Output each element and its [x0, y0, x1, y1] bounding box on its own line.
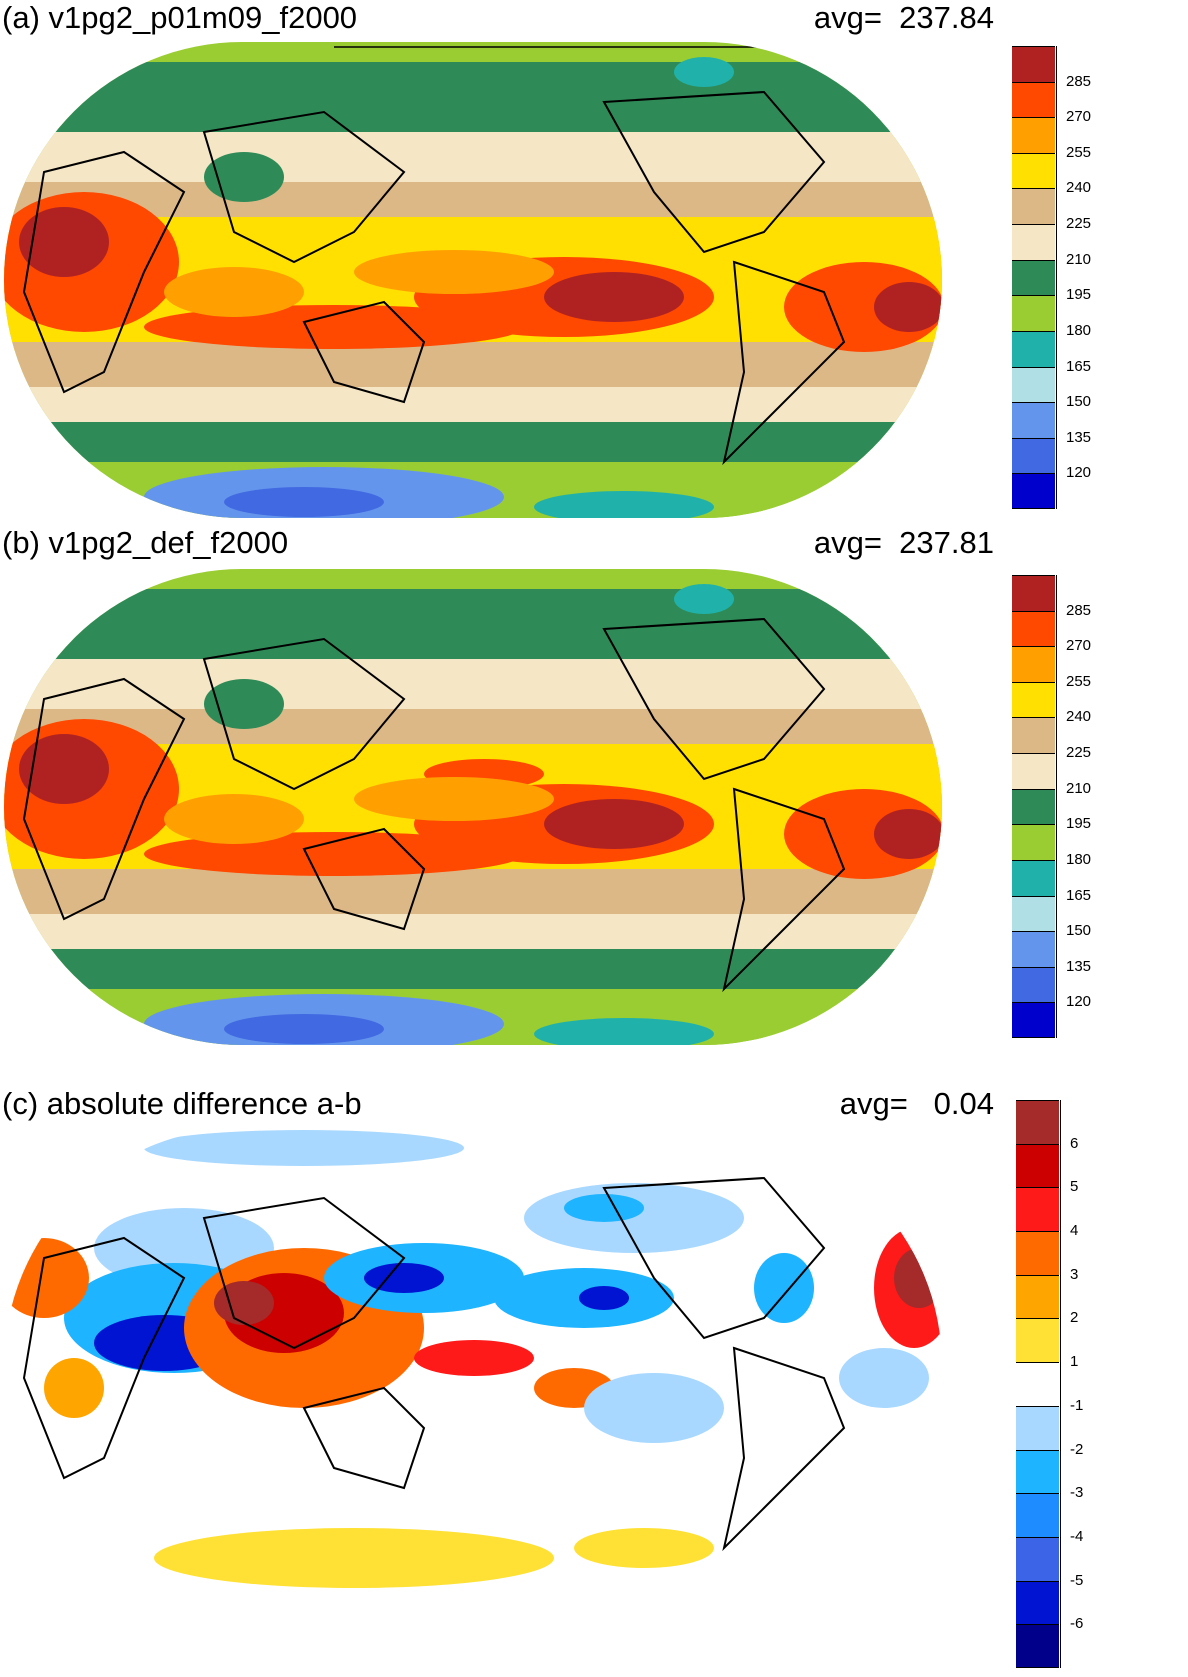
panel-c-map: [4, 1128, 942, 1604]
colorbar-swatch: [1012, 473, 1055, 509]
colorbar-tick-label: 150: [1066, 922, 1092, 940]
colorbar-swatch: [1012, 117, 1055, 154]
colorbar-swatch: [1016, 1187, 1059, 1232]
colorbar-tick-label: 225: [1066, 744, 1092, 762]
colorbar-swatch: [1012, 931, 1055, 968]
colorbar-swatch: [1016, 1493, 1059, 1538]
panel-a-avg-value: 237.84: [899, 0, 994, 35]
colorbar-swatch: [1016, 1231, 1059, 1276]
colorbar-swatch: [1012, 1002, 1055, 1038]
colorbar-tick-label: 6: [1070, 1134, 1079, 1152]
colorbar-tick-label: -6: [1070, 1615, 1084, 1633]
colorbar-tick-label: -3: [1070, 1484, 1084, 1502]
colorbar-swatch: [1012, 259, 1055, 296]
panel-b-map: [4, 569, 942, 1045]
colorbar-swatch: [1012, 330, 1055, 368]
colorbar-tick-label: 270: [1066, 637, 1092, 655]
colorbar-swatch: [1012, 188, 1055, 225]
colorbar-swatch: [1012, 966, 1055, 1003]
colorbar-swatch: [1012, 717, 1055, 754]
colorbar-swatch: [1012, 681, 1055, 718]
colorbar-tick-label: 1: [1070, 1353, 1079, 1371]
panel-a-colorbar: 285 270 255 240 225 210 195 180 165 150 135 120: [1012, 46, 1122, 509]
panel-b-avg: avg= 237.81: [814, 525, 994, 561]
colorbar-tick-label: 225: [1066, 215, 1092, 233]
colorbar-swatch: [1012, 610, 1055, 647]
panel-a: (a) v1pg2_p01m09_f2000 avg= 237.84: [0, 0, 1188, 560]
colorbar-tick-label: 240: [1066, 179, 1092, 197]
colorbar-tick-label: 135: [1066, 428, 1092, 446]
colorbar-tick-label: 255: [1066, 672, 1092, 690]
colorbar-tick-label: 165: [1066, 357, 1092, 375]
colorbar-tick-label: 120: [1066, 993, 1092, 1011]
panel-a-map: [4, 42, 942, 518]
colorbar-swatch: [1016, 1318, 1059, 1363]
colorbar-tick-label: 270: [1066, 108, 1092, 126]
panel-c: (c) absolute difference a-b avg= 0.04: [0, 1086, 1188, 1668]
colorbar-tick-label: 180: [1066, 850, 1092, 868]
colorbar-tick-label: 195: [1066, 815, 1092, 833]
panel-a-title: (a) v1pg2_p01m09_f2000: [2, 0, 358, 35]
colorbar-swatch: [1012, 753, 1055, 790]
colorbar-tick-label: -1: [1070, 1396, 1084, 1414]
colorbar-swatch: [1012, 224, 1055, 261]
colorbar-swatch: [1016, 1624, 1059, 1668]
panel-b-title: (b) v1pg2_def_f2000: [2, 525, 289, 560]
panel-c-map-svg: [4, 1128, 942, 1604]
colorbar-tick-label: 4: [1070, 1222, 1079, 1240]
panel-a-avg: avg= 237.84: [814, 0, 994, 36]
colorbar-swatch: [1012, 646, 1055, 683]
colorbar-swatch: [1012, 575, 1055, 612]
panel-b-avg-value: 237.81: [899, 525, 994, 560]
panel-b-colorbar: 285 270 255 240 225 210 195 180 165 150 135 120: [1012, 575, 1122, 1038]
panel-c-colorbar: 6 5 4 3 2 1 -1 -2 -3 -4 -5 -6: [1016, 1100, 1126, 1668]
panel-c-avg: avg= 0.04: [840, 1086, 994, 1122]
colorbar-tick-label: 285: [1066, 72, 1092, 90]
colorbar-swatch: [1012, 824, 1055, 861]
panel-b: (b) v1pg2_def_f2000 avg= 237.81: [0, 525, 1188, 1085]
colorbar-swatch: [1016, 1362, 1059, 1407]
colorbar-swatch: [1012, 895, 1055, 932]
colorbar-tick-label: 3: [1070, 1265, 1079, 1283]
colorbar-swatch: [1012, 366, 1055, 403]
colorbar-tick-label: 195: [1066, 286, 1092, 304]
colorbar-tick-label: 285: [1066, 601, 1092, 619]
colorbar-tick-label: 5: [1070, 1178, 1079, 1196]
colorbar-tick-label: 180: [1066, 321, 1092, 339]
colorbar-tick-label: 150: [1066, 393, 1092, 411]
panel-c-title: (c) absolute difference a-b: [2, 1086, 362, 1121]
panel-b-map-svg: [4, 569, 942, 1045]
colorbar-tick-label: -5: [1070, 1571, 1084, 1589]
colorbar-swatch: [1012, 81, 1055, 118]
colorbar-swatch: [1012, 437, 1055, 474]
panel-c-avg-label: avg=: [839, 1086, 908, 1121]
colorbar-tick-label: 120: [1066, 464, 1092, 482]
colorbar-swatch: [1016, 1143, 1059, 1188]
colorbar-swatch: [1012, 295, 1055, 332]
colorbar-tick-label: -2: [1070, 1440, 1084, 1458]
colorbar-swatch: [1012, 152, 1055, 189]
colorbar-swatch: [1016, 1405, 1059, 1451]
colorbar-tick-label: 165: [1066, 886, 1092, 904]
panel-a-map-svg: [4, 42, 942, 518]
colorbar-swatch: [1016, 1100, 1059, 1145]
panel-c-avg-value: 0.04: [933, 1086, 994, 1121]
colorbar-tick-label: 2: [1070, 1309, 1079, 1327]
colorbar-tick-label: 255: [1066, 143, 1092, 161]
colorbar-tick-label: -4: [1070, 1527, 1084, 1545]
colorbar-swatch: [1016, 1274, 1059, 1319]
colorbar-tick-label: 210: [1066, 779, 1092, 797]
colorbar-swatch: [1012, 788, 1055, 825]
colorbar-tick-label: 240: [1066, 708, 1092, 726]
panel-a-avg-label: avg=: [813, 0, 882, 35]
colorbar-tick-label: 210: [1066, 250, 1092, 268]
colorbar-swatch: [1012, 402, 1055, 439]
panel-b-avg-label: avg=: [813, 525, 882, 560]
colorbar-swatch: [1012, 859, 1055, 897]
colorbar-swatch: [1016, 1536, 1059, 1582]
colorbar-swatch: [1012, 46, 1055, 83]
colorbar-tick-label: 135: [1066, 957, 1092, 975]
colorbar-swatch: [1016, 1449, 1059, 1494]
colorbar-swatch: [1016, 1580, 1059, 1625]
